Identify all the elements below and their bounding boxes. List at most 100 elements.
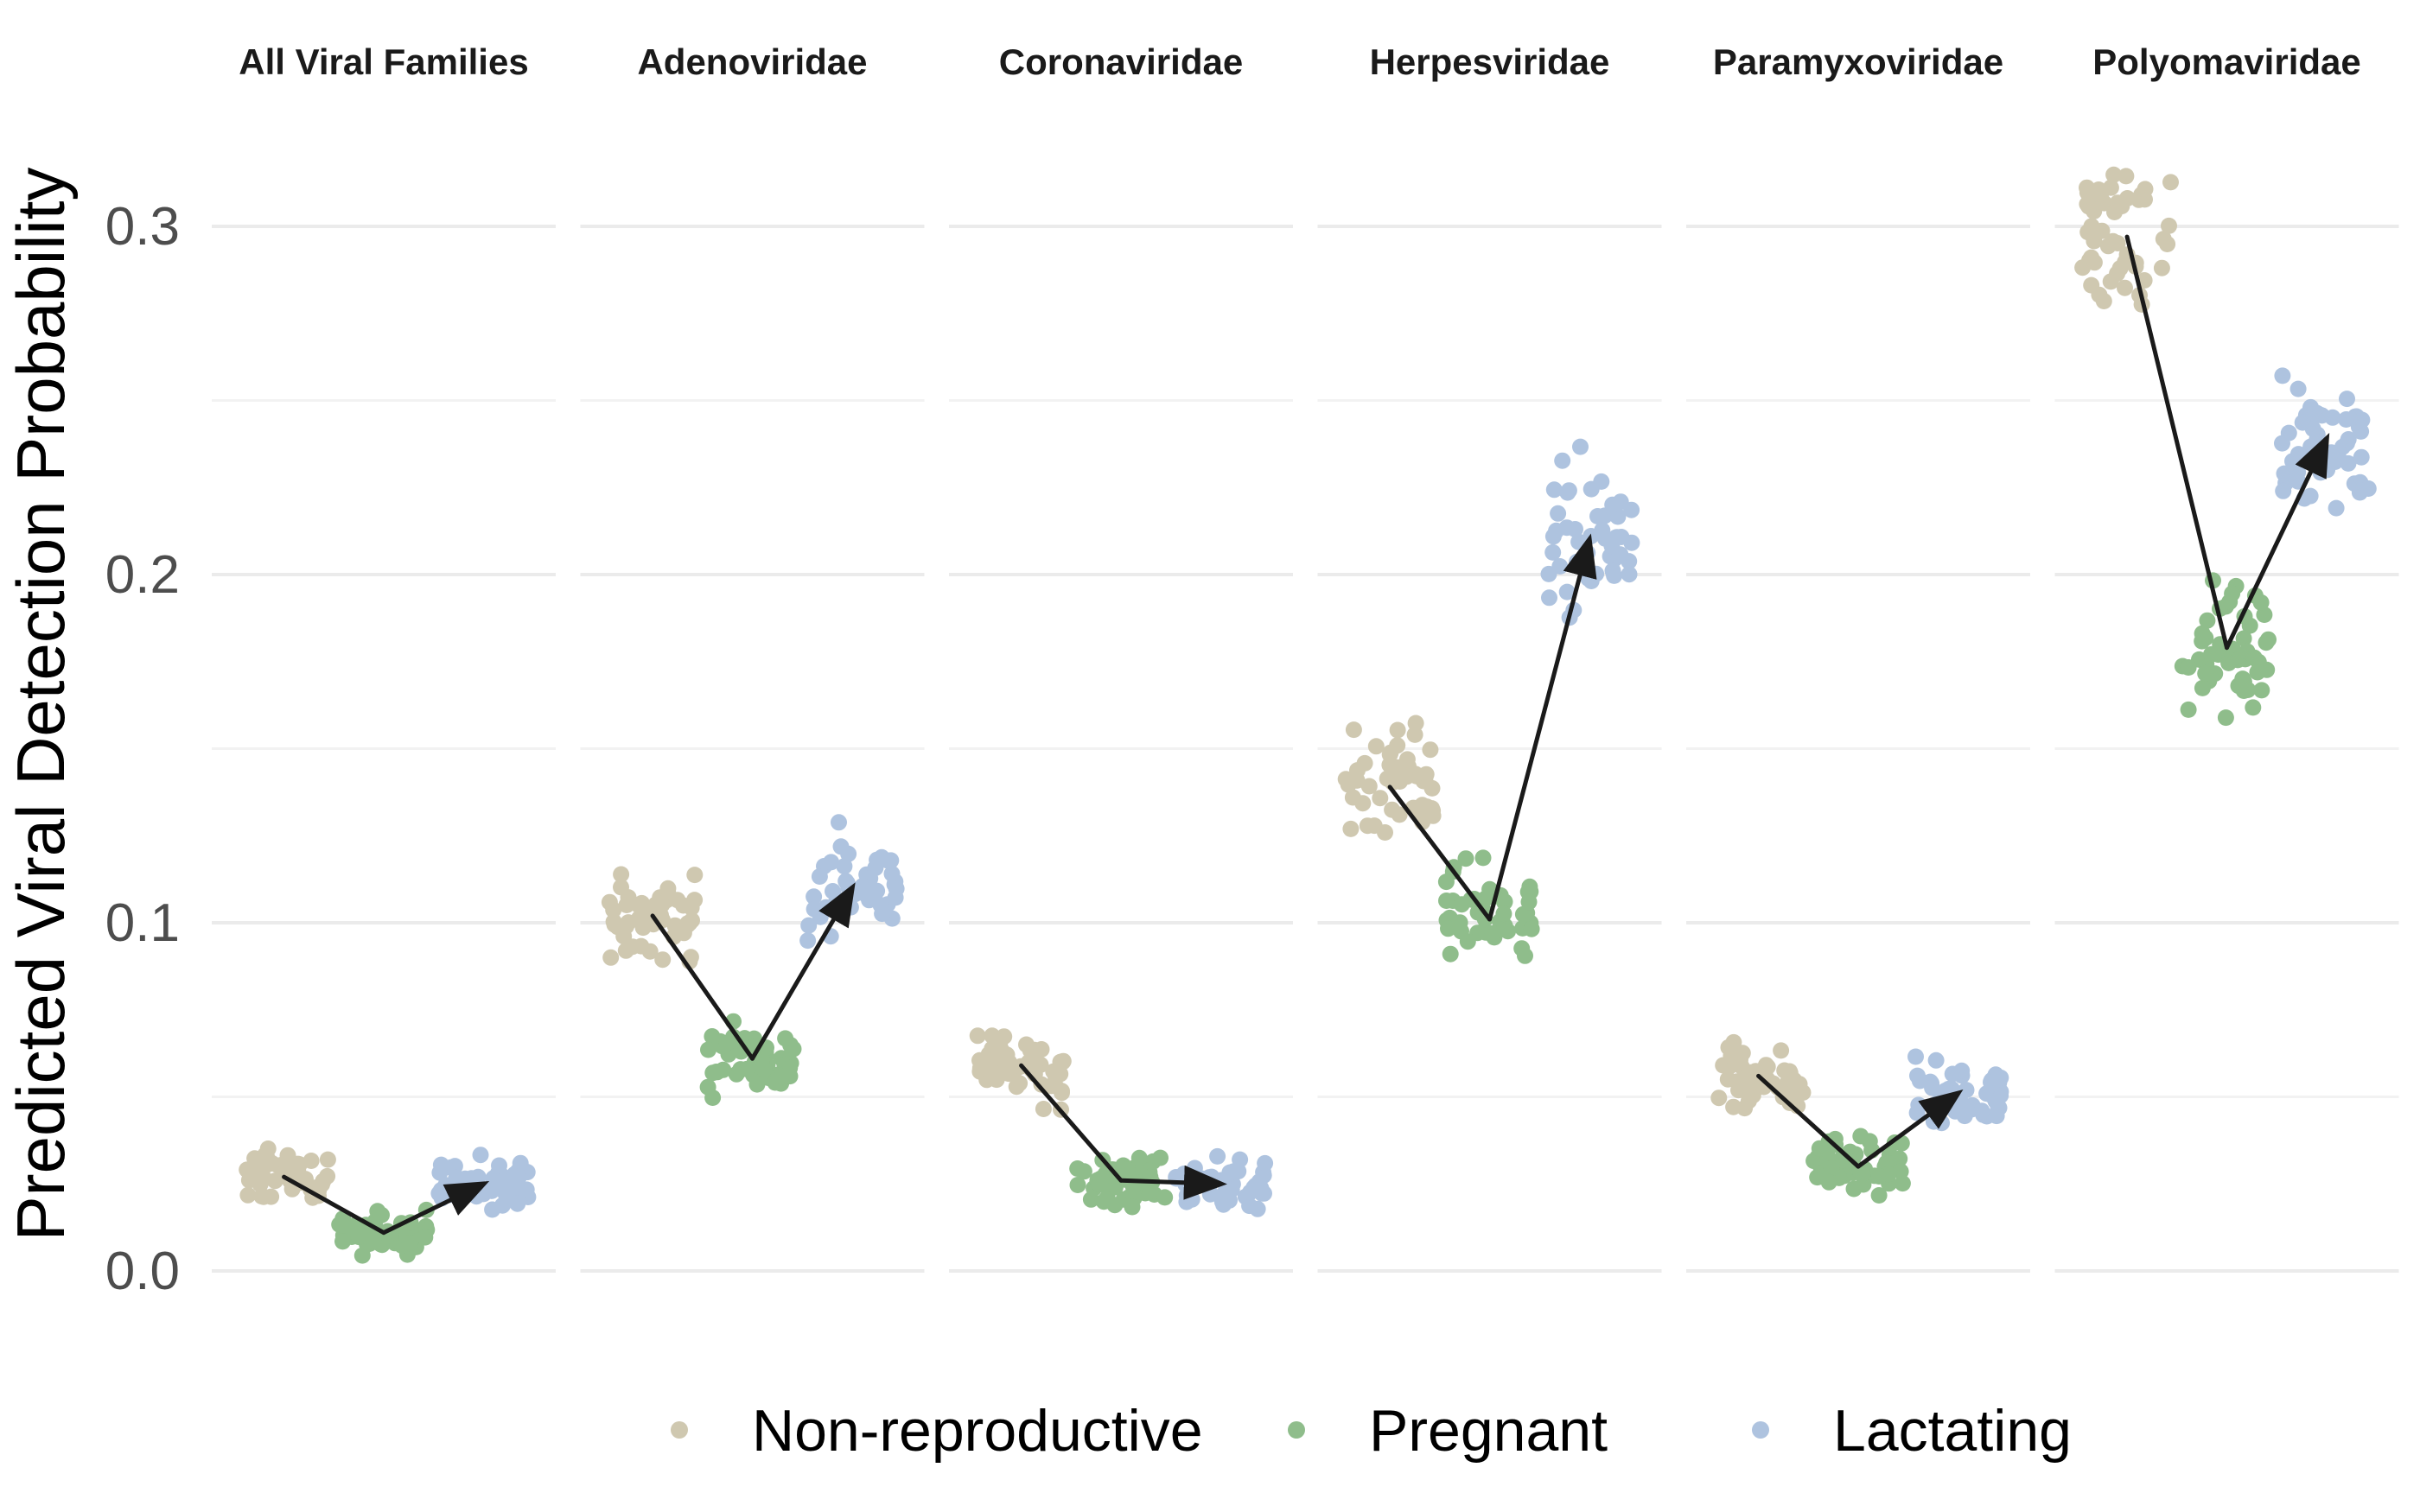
- data-point: [2275, 482, 2292, 499]
- data-point: [811, 868, 828, 885]
- y-tick-label: 0.1: [105, 893, 180, 953]
- data-point: [1225, 1163, 1242, 1180]
- data-point: [239, 1186, 257, 1204]
- data-point: [1956, 1108, 1973, 1125]
- data-point: [1594, 522, 1611, 539]
- data-point: [319, 1151, 336, 1168]
- data-point: [1423, 800, 1441, 817]
- data-point: [1367, 738, 1385, 755]
- data-point: [432, 1156, 449, 1173]
- data-point: [1184, 1166, 1201, 1183]
- facet-title: Paramyxoviridae: [1713, 41, 2003, 82]
- data-point: [1391, 806, 1408, 823]
- legend-label: Pregnant: [1369, 1398, 1608, 1464]
- data-point: [1550, 505, 1567, 522]
- data-point: [2118, 168, 2135, 185]
- data-point: [613, 879, 629, 896]
- data-point: [1011, 1075, 1028, 1092]
- data-point: [1223, 1181, 1240, 1198]
- data-point: [1907, 1048, 1924, 1065]
- data-point: [883, 865, 901, 882]
- data-point: [1018, 1036, 1035, 1053]
- data-point: [1457, 850, 1474, 867]
- y-axis-title: Predicted Viral Detection Probability: [3, 168, 79, 1242]
- data-point: [2339, 391, 2355, 408]
- data-point: [1560, 482, 1577, 499]
- data-point: [456, 1170, 474, 1187]
- data-point: [1927, 1051, 1945, 1069]
- legend: Non-reproductive Pregnant Lactating: [671, 1398, 2072, 1464]
- data-point: [872, 897, 889, 914]
- data-point: [1481, 880, 1499, 898]
- data-point: [401, 1235, 418, 1252]
- data-point: [2159, 236, 2176, 252]
- data-point: [2250, 653, 2267, 670]
- data-point: [373, 1206, 390, 1223]
- data-point: [806, 900, 823, 918]
- data-point: [1342, 820, 1360, 837]
- data-point: [1474, 849, 1492, 867]
- data-point: [1348, 772, 1366, 789]
- y-tick-label: 0.3: [105, 197, 180, 257]
- data-point: [2079, 184, 2096, 201]
- data-point: [2117, 279, 2133, 296]
- data-point: [681, 914, 698, 931]
- data-point: [1593, 473, 1610, 490]
- facet-title: All Viral Families: [239, 41, 528, 82]
- data-point: [1623, 534, 1640, 551]
- mean-segment: [1019, 1063, 1124, 1183]
- data-point: [1623, 501, 1640, 518]
- data-point: [990, 1037, 1008, 1054]
- data-point: [2074, 259, 2092, 276]
- data-point: [2221, 594, 2238, 611]
- data-point: [1142, 1182, 1159, 1199]
- facet-panel: Coronaviridae: [949, 41, 1293, 1273]
- data-point: [1852, 1128, 1869, 1145]
- data-point: [510, 1168, 527, 1185]
- data-point: [2080, 198, 2098, 215]
- mean-arrow: [381, 1180, 490, 1236]
- facet-panel: Adenoviridae: [580, 41, 925, 1273]
- data-point: [1911, 1072, 1928, 1090]
- data-point: [1407, 766, 1424, 783]
- data-point: [2217, 709, 2234, 727]
- data-point: [1870, 1168, 1888, 1185]
- data-point: [2328, 499, 2345, 517]
- data-point: [1201, 1185, 1219, 1203]
- data-point: [1209, 1147, 1226, 1165]
- data-point: [1453, 896, 1470, 913]
- data-point: [2099, 238, 2117, 255]
- data-point: [806, 888, 823, 905]
- data-point: [494, 1197, 511, 1214]
- facet-panel: Polyomaviridae: [2054, 41, 2399, 1273]
- data-point: [1544, 543, 1562, 561]
- data-point: [1729, 1073, 1746, 1090]
- data-point: [1548, 522, 1565, 539]
- data-point: [1496, 893, 1513, 911]
- data-point: [777, 1030, 794, 1047]
- data-point: [633, 937, 650, 955]
- data-point: [2347, 408, 2364, 425]
- data-point: [1484, 924, 1501, 942]
- data-point: [1354, 795, 1372, 812]
- data-point: [257, 1147, 274, 1164]
- data-point: [728, 1065, 745, 1083]
- data-point: [1583, 573, 1600, 589]
- data-point: [1372, 790, 1389, 807]
- data-point: [1345, 721, 1362, 739]
- data-point: [825, 883, 841, 899]
- data-point: [1786, 1071, 1803, 1089]
- data-point: [2289, 446, 2307, 463]
- data-point: [2153, 259, 2170, 276]
- data-point: [2203, 645, 2219, 663]
- data-point: [1988, 1108, 2005, 1125]
- data-point: [1554, 452, 1571, 469]
- data-point: [2180, 701, 2197, 718]
- data-point: [1442, 945, 1459, 962]
- data-point: [1356, 754, 1373, 772]
- y-axis-ticks: 0.0 0.1 0.2 0.3: [105, 197, 180, 1301]
- data-point: [2280, 424, 2297, 442]
- data-point: [879, 852, 896, 869]
- facet-panel: Herpesviridae: [1317, 41, 1662, 1273]
- legend-key-lactating: [1752, 1421, 1769, 1439]
